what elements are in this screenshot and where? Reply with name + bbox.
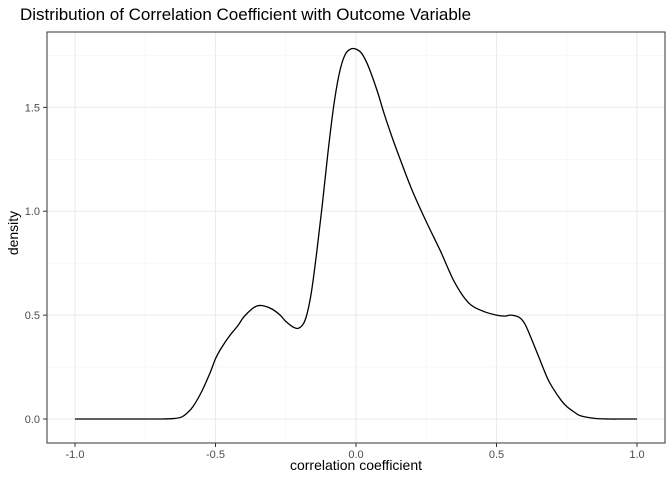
y-tick-label: 1.0 [25, 206, 40, 218]
y-tick-label: 0.5 [25, 310, 40, 322]
y-tick-label: 1.5 [25, 102, 40, 114]
x-tick-label: -0.5 [206, 449, 225, 461]
density-curve [75, 47, 637, 420]
y-axis: 0.0 0.5 1.0 1.5 [25, 102, 47, 426]
x-axis-title: correlation coefficient [290, 457, 422, 473]
x-tick-label: 0.5 [489, 449, 504, 461]
major-gridlines [47, 32, 665, 443]
x-tick-label: 1.0 [629, 449, 644, 461]
y-tick-label: 0.0 [25, 414, 40, 426]
x-tick-label: 0.0 [348, 449, 363, 461]
x-tick-label: -1.0 [66, 449, 85, 461]
x-axis: -1.0 -0.5 0.0 0.5 1.0 [66, 443, 645, 461]
y-axis-title: density [5, 211, 21, 255]
chart-title: Distribution of Correlation Coefficient … [20, 5, 471, 24]
